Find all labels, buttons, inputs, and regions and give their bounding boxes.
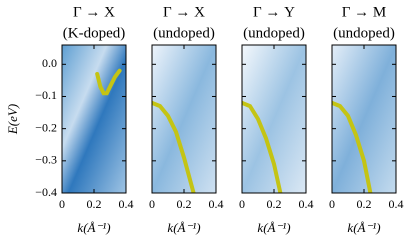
line — [152, 100, 196, 193]
x-tick-label: 0.2 — [267, 197, 282, 211]
line — [242, 100, 283, 193]
y-tick-label: 0.0 — [42, 56, 57, 70]
chart-title: Γ → X — [73, 4, 115, 20]
x-axis-label: k(Å⁻¹) — [167, 220, 200, 235]
y-axis-label: E(eV) — [5, 104, 20, 135]
chart-subtitle: (K-doped) — [63, 25, 125, 41]
chart-subtitle: (undoped) — [243, 25, 305, 41]
x-axis-label: k(Å⁻¹) — [257, 220, 290, 235]
chart-title: Γ → M — [342, 4, 387, 20]
chart-subtitle: (undoped) — [333, 25, 395, 41]
x-tick-label: 0 — [329, 197, 335, 211]
line — [332, 100, 373, 193]
y-tick-label: −0.3 — [35, 153, 57, 167]
x-tick-label: 0.4 — [119, 197, 134, 211]
x-tick-label: 0.2 — [357, 197, 372, 211]
x-tick-label: 0 — [59, 197, 65, 211]
x-tick-label: 0.4 — [299, 197, 314, 211]
x-tick-label: 0.2 — [177, 197, 192, 211]
chart-subtitle: (undoped) — [153, 25, 215, 41]
x-tick-label: 0.2 — [87, 197, 102, 211]
chart-title: Γ → X — [163, 4, 205, 20]
x-tick-label: 0 — [239, 197, 245, 211]
chart-title: Γ → Y — [253, 4, 295, 20]
y-tick-label: −0.1 — [35, 88, 57, 102]
x-tick-label: 0.4 — [209, 197, 224, 211]
y-tick-label: −0.4 — [35, 185, 57, 199]
heatmap — [62, 45, 126, 193]
x-tick-label: 0.4 — [389, 197, 404, 211]
x-axis-label: k(Å⁻¹) — [347, 220, 380, 235]
x-axis-label: k(Å⁻¹) — [77, 220, 110, 235]
x-tick-label: 0 — [149, 197, 155, 211]
y-tick-label: −0.2 — [35, 120, 57, 134]
line — [95, 68, 122, 96]
heatmap — [152, 45, 216, 193]
